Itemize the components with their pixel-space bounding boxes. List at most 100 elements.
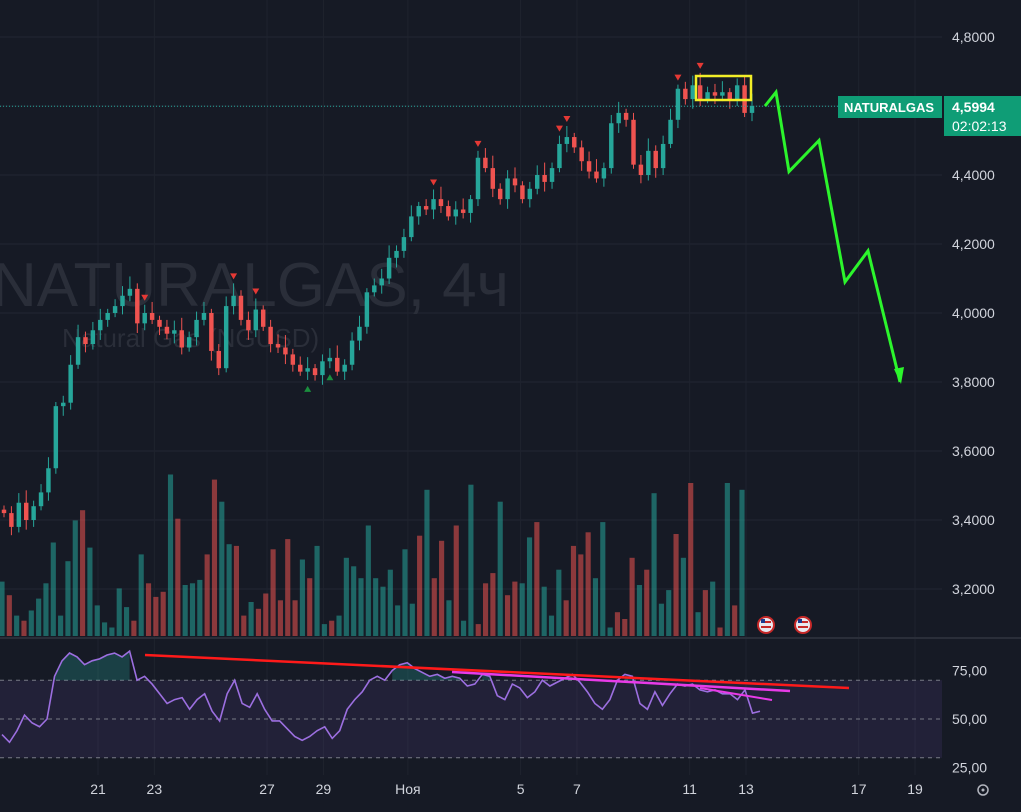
- volume-bar: [226, 544, 232, 636]
- volume-bar: [153, 596, 159, 636]
- volume-bar: [36, 598, 42, 636]
- economic-events[interactable]: [757, 616, 812, 634]
- rsi-axis-label: 50,00: [952, 711, 987, 727]
- volume-bar: [21, 620, 27, 636]
- candle-body: [683, 88, 688, 100]
- volume-bar: [570, 545, 577, 636]
- volume-bar: [182, 585, 188, 636]
- volume-bar: [417, 535, 423, 636]
- volume-bar: [219, 501, 225, 636]
- volume-bar: [592, 578, 599, 636]
- volume-bar: [116, 588, 122, 636]
- candle-body: [572, 137, 577, 148]
- candle-body: [749, 106, 755, 113]
- volume-bar: [636, 585, 642, 636]
- candle-body: [127, 288, 133, 296]
- grid: [0, 36, 1021, 639]
- volume-bar: [255, 608, 261, 636]
- candle-body: [594, 171, 599, 179]
- candle-body: [379, 278, 384, 286]
- candle-body: [53, 406, 59, 469]
- volume-bar: [373, 578, 379, 636]
- candle-body: [105, 313, 110, 320]
- volume-bar: [50, 542, 56, 636]
- candle-body: [290, 354, 296, 365]
- candle-body: [83, 337, 88, 345]
- candle-body: [690, 85, 695, 100]
- settings-corner[interactable]: [977, 784, 989, 796]
- rsi-axis-label: 25,00: [952, 760, 987, 776]
- price-tag-bg: [944, 96, 1021, 136]
- candle-body: [194, 319, 199, 338]
- candle-body: [386, 257, 392, 279]
- candle-body: [527, 188, 533, 200]
- volume-bar: [138, 554, 144, 636]
- candle-body: [416, 206, 421, 217]
- candle-body: [75, 337, 81, 365]
- candle-body: [283, 347, 288, 355]
- volume-bar: [277, 600, 283, 636]
- candle-body: [342, 364, 347, 372]
- time-axis-label: 19: [907, 781, 923, 797]
- volume-bar: [270, 549, 276, 636]
- buy-signal-marker: [304, 385, 312, 392]
- volume-bar: [380, 586, 386, 636]
- volume-bar: [58, 615, 64, 636]
- volume-bar: [189, 583, 196, 636]
- us-event-flag-icon[interactable]: [757, 616, 775, 634]
- volume-bar: [497, 501, 503, 636]
- price-axis-label: 4,8000: [952, 29, 995, 45]
- candle-body: [149, 313, 155, 320]
- candle-body: [172, 330, 177, 334]
- price-axis[interactable]: 4,80004,60004,40004,20004,00003,80003,60…: [952, 29, 995, 776]
- candle-body: [720, 92, 725, 96]
- price-axis-label: 3,6000: [952, 443, 995, 459]
- volume-bar: [556, 569, 562, 636]
- volume-bar: [431, 578, 437, 636]
- us-event-flag-icon[interactable]: [794, 616, 812, 634]
- candle-body: [727, 92, 733, 100]
- symbol-tag-bg: [838, 96, 942, 118]
- candle-body: [349, 340, 355, 365]
- volume-bar: [211, 479, 218, 636]
- candle-body: [16, 502, 22, 527]
- time-axis-label: 27: [259, 781, 275, 797]
- candle-body: [1, 509, 7, 514]
- rsi-axis-label: 75,00: [952, 663, 987, 679]
- forecast-path: [763, 88, 904, 384]
- candle-body: [298, 364, 303, 372]
- volume-bar: [72, 520, 78, 636]
- forecast-line: [763, 88, 902, 383]
- rsi-trendline-magenta-short: [699, 687, 773, 701]
- volume-bar: [14, 615, 20, 636]
- volume-bar: [307, 578, 313, 636]
- candle-body: [46, 468, 51, 493]
- candle-body: [38, 492, 44, 507]
- volume-bar: [695, 612, 701, 636]
- candle-body: [246, 319, 251, 331]
- volume-bar: [680, 557, 686, 636]
- volume-bar: [395, 605, 401, 636]
- volume-bar: [666, 590, 672, 636]
- candle-body: [549, 168, 555, 182]
- time-axis-label: 21: [90, 781, 106, 797]
- volume-bar: [292, 600, 298, 636]
- volume-bar: [622, 619, 628, 636]
- volume-bar: [578, 554, 584, 636]
- volume-bar: [409, 603, 415, 636]
- candle-body: [675, 88, 681, 120]
- volume-bar: [102, 622, 108, 636]
- time-axis[interactable]: 1721232729Ноя5711131719: [0, 781, 923, 797]
- settings-gear-icon[interactable]: [977, 784, 989, 796]
- sell-signal-marker: [141, 294, 149, 301]
- volume-bar: [468, 484, 474, 636]
- volume-bar: [204, 554, 210, 636]
- price-axis-label: 3,8000: [952, 374, 995, 390]
- price-tag-value: 4,5994: [952, 99, 995, 115]
- candle-body: [409, 216, 414, 238]
- candle-body: [186, 337, 192, 348]
- candle-body: [209, 313, 214, 351]
- volume-bar: [175, 518, 181, 636]
